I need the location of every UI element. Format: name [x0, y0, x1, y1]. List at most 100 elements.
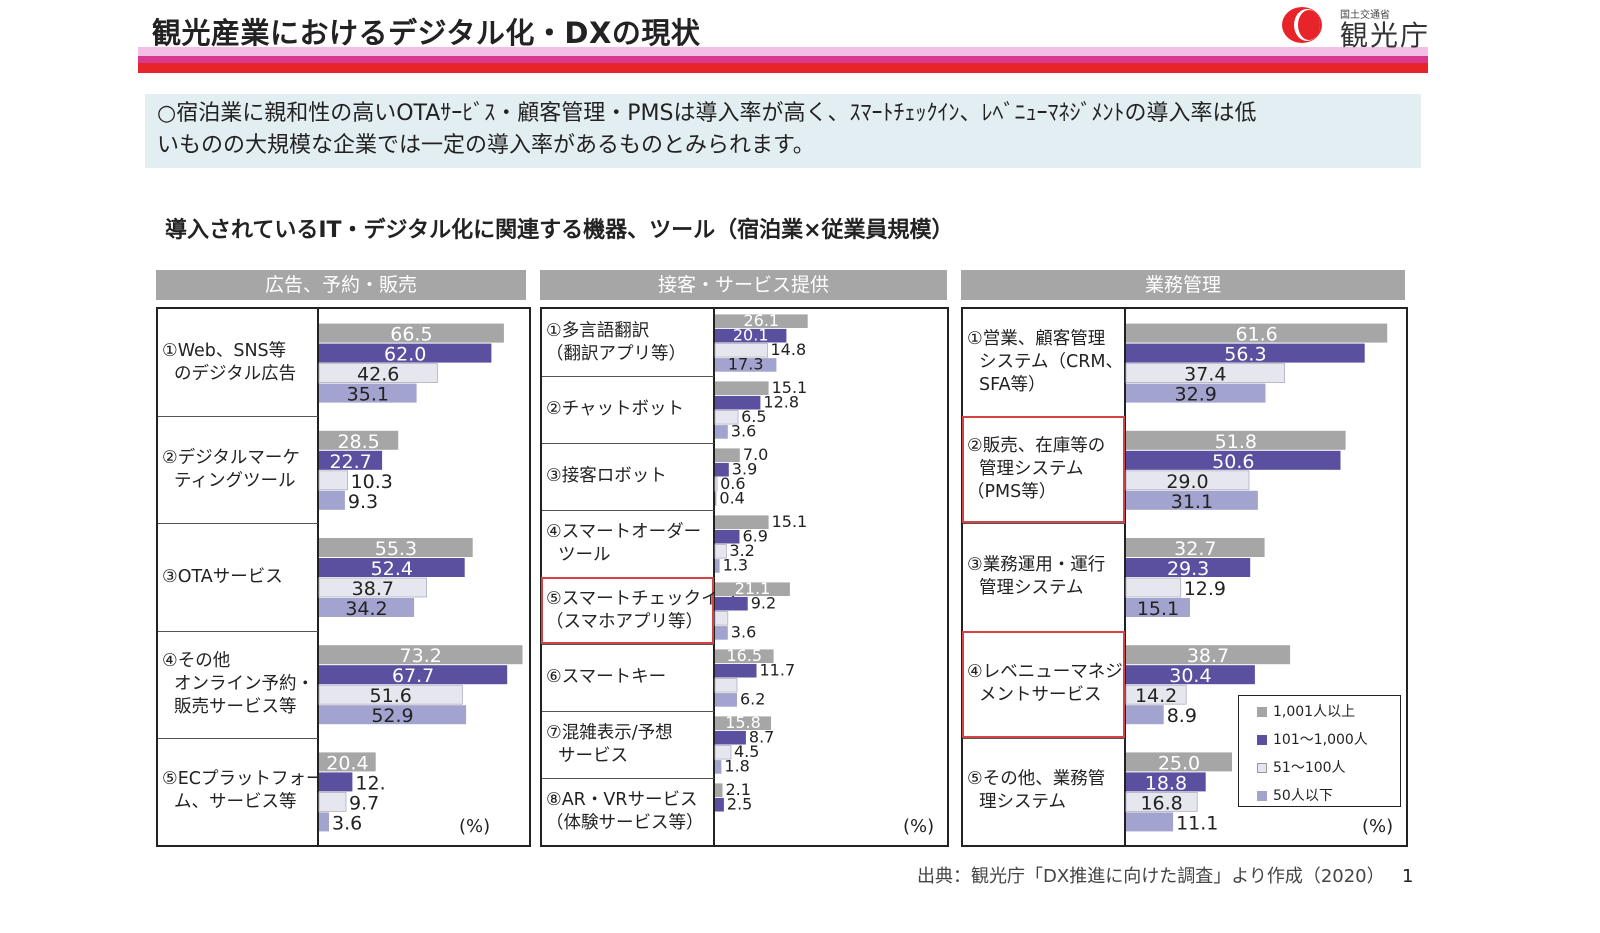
- category-label-line: ③業務運用・運行: [967, 555, 1106, 575]
- bar: [714, 410, 739, 425]
- bar: [1125, 363, 1286, 384]
- data-label: 56.3: [1224, 344, 1266, 366]
- bar: [715, 358, 777, 372]
- data-label: 15.1: [772, 378, 808, 397]
- bar: [715, 559, 720, 573]
- row-separator: [963, 523, 1125, 524]
- bar: [1126, 490, 1258, 510]
- logo-ministry-text: 国土交通省: [1340, 10, 1390, 21]
- legend-label-2: 101～1,000人: [1273, 732, 1368, 748]
- data-label: 15.1: [772, 512, 808, 531]
- category-label-line: ④その他: [162, 651, 231, 671]
- bar: [319, 383, 417, 403]
- bar: [1125, 470, 1250, 491]
- data-label: 3.2: [729, 541, 754, 560]
- data-label: 6.2: [740, 690, 765, 709]
- bar: [319, 450, 383, 470]
- bar: [715, 529, 740, 544]
- page-title: 観光産業におけるデジタル化・DXの現状: [152, 16, 701, 50]
- data-label: 9.2: [751, 594, 776, 613]
- data-label: 18.8: [1145, 772, 1187, 794]
- category-label-line: のデジタル広告: [174, 364, 297, 384]
- bar: [318, 363, 438, 384]
- category-label-line: （体験サービス等）: [546, 813, 704, 833]
- source-note: 出典：観光庁「DX推進に向けた調査」より作成（2020）: [917, 866, 1385, 887]
- bar: [715, 425, 728, 439]
- data-label: 8.9: [1167, 705, 1197, 727]
- category-label-line: ⑦混雑表示/予想: [546, 723, 673, 743]
- category-label-line: ②販売、在庫等の: [967, 436, 1106, 456]
- bar: [715, 462, 729, 477]
- chart-title: 導入されているIT・デジタル化に関連する機器、ツール（宿泊業×従業員規模）: [165, 218, 954, 243]
- data-label: 15.1: [1137, 598, 1179, 620]
- category-label: ④スマートオーダー ツール: [546, 521, 701, 567]
- panel-heading-sales: 広告、予約・販売: [156, 270, 526, 300]
- row-separator: [158, 416, 318, 417]
- category-label-line: ム、サービス等: [174, 792, 297, 812]
- bar: [319, 705, 467, 725]
- bar: [1126, 752, 1232, 772]
- bar: [715, 716, 772, 730]
- data-label: 11.1: [1176, 812, 1218, 834]
- data-label: 62.0: [384, 344, 426, 366]
- bar: [1125, 684, 1187, 705]
- bar: [1126, 383, 1266, 403]
- category-label-line: 管理システム: [979, 459, 1084, 479]
- category-label-line: ④レベニューマネジ: [967, 662, 1123, 682]
- category-label-line: ②デジタルマーケ: [162, 448, 300, 468]
- page-number: 1: [1402, 866, 1414, 887]
- legend-label-1: 1,001人以上: [1273, 704, 1356, 720]
- data-label: 7.0: [743, 445, 768, 464]
- data-label: 6.9: [743, 527, 768, 546]
- data-label: 38.7: [352, 578, 394, 600]
- bar: [319, 812, 329, 832]
- bar: [319, 430, 399, 450]
- data-label: 0.6: [720, 474, 745, 493]
- data-label: 16.5: [726, 646, 762, 665]
- bar: [715, 381, 769, 395]
- data-label: 61.6: [1235, 324, 1277, 346]
- data-label: 20.4: [326, 752, 368, 774]
- data-label: 35.1: [347, 384, 389, 406]
- logo-agency-text: 観光庁: [1340, 19, 1431, 52]
- bar: [714, 745, 732, 760]
- bar: [318, 577, 427, 598]
- data-label: 16.8: [1140, 792, 1182, 814]
- panel-heading-service: 接客・サービス提供: [540, 270, 947, 300]
- category-label: ⑤スマートチェックイン （スマホアプリ等）: [546, 588, 736, 634]
- row-separator: [542, 711, 714, 712]
- data-label: 26.1: [743, 311, 779, 330]
- data-label: 10.3: [351, 471, 393, 493]
- highlight-box: [541, 577, 714, 644]
- bar: [319, 752, 376, 772]
- category-label-line: システム（CRM、: [979, 352, 1123, 372]
- bar: [319, 323, 504, 343]
- category-label: ④レベニューマネジ メントサービス: [967, 661, 1123, 707]
- bar: [714, 477, 718, 492]
- category-label: ①営業、顧客管理 システム（CRM、 SFA等）: [967, 328, 1123, 397]
- data-label: 25.0: [1158, 752, 1200, 774]
- data-label: 29.3: [1167, 558, 1209, 580]
- bar: [715, 395, 761, 410]
- category-label-line: （翻訳アプリ等）: [546, 344, 686, 364]
- category-label-line: ①営業、顧客管理: [967, 329, 1106, 349]
- category-label-line: ⑤スマートチェックイン: [546, 589, 737, 609]
- bar: [1126, 430, 1346, 450]
- data-label: 3.9: [732, 460, 757, 479]
- row-separator: [542, 644, 714, 645]
- data-label: 1.3: [723, 556, 748, 575]
- bar: [318, 684, 463, 705]
- data-label: 32.7: [1174, 538, 1216, 560]
- category-label-line: 販売サービス等: [174, 697, 297, 717]
- category-label: ⑧AR・VRサービス （体験サービス等）: [546, 789, 704, 835]
- data-label: 0.4: [719, 489, 744, 508]
- data-label: 6.5: [741, 407, 766, 426]
- highlight-box: [962, 416, 1125, 523]
- highlight-box: [962, 631, 1125, 738]
- category-label-line: ティングツール: [174, 471, 296, 491]
- category-label-line: ⑤ECプラットフォー: [162, 769, 324, 789]
- category-label: ③接客ロボット: [546, 465, 667, 488]
- category-label: ①Web、SNS等 のデジタル広告: [162, 340, 296, 386]
- data-label: 30.4: [1169, 665, 1211, 687]
- data-label: 4.5: [734, 742, 759, 761]
